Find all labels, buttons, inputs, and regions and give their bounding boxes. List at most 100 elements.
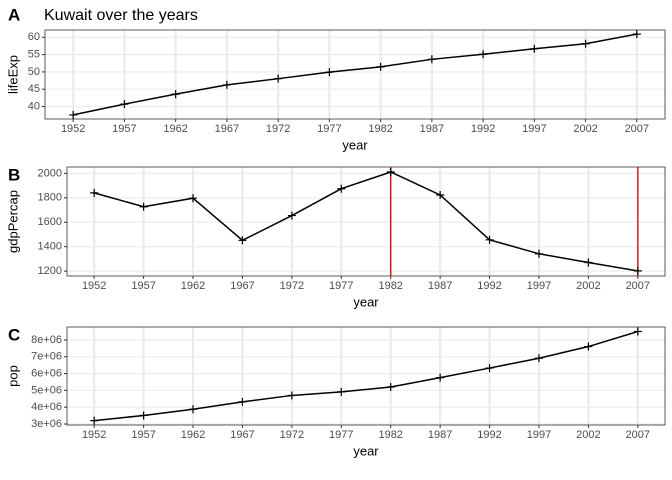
data-point — [386, 167, 395, 176]
data-point — [287, 211, 296, 220]
data-point — [120, 100, 129, 109]
x-tick-label: 2002 — [573, 123, 597, 135]
x-tick-label: 1977 — [329, 429, 353, 441]
x-tick-label: 1967 — [230, 429, 254, 441]
data-point — [337, 387, 346, 396]
x-tick-label: 1982 — [378, 280, 402, 292]
data-point — [69, 110, 78, 119]
x-tick-label: 1997 — [522, 123, 546, 135]
y-tick-label: 50 — [28, 66, 40, 78]
panel-label: C — [8, 325, 20, 344]
y-tick-label: 1800 — [38, 192, 62, 204]
x-tick-label: 1962 — [181, 280, 205, 292]
y-tick-label: 2000 — [38, 167, 62, 179]
y-tick-label: 4e+06 — [31, 401, 62, 413]
x-tick-label: 1957 — [131, 280, 155, 292]
x-tick-label: 2002 — [576, 429, 600, 441]
data-point — [90, 416, 99, 425]
x-tick-label: 2007 — [625, 123, 649, 135]
data-line — [93, 171, 638, 272]
x-tick-label: 1997 — [527, 280, 551, 292]
x-tick-label: 1982 — [378, 429, 402, 441]
data-point — [325, 68, 334, 77]
y-tick-label: 55 — [28, 48, 40, 60]
panel-label: B — [8, 165, 20, 184]
y-axis-title: lifeExp — [5, 55, 20, 94]
x-tick-label: 1967 — [215, 123, 239, 135]
y-tick-label: 3e+06 — [31, 418, 62, 430]
data-point — [90, 188, 99, 197]
y-tick-label: 1200 — [38, 265, 62, 277]
data-point — [222, 80, 231, 89]
x-tick-label: 1952 — [82, 280, 106, 292]
data-point — [633, 327, 642, 336]
plot-background — [67, 327, 665, 425]
data-point — [530, 44, 539, 53]
y-tick-label: 6e+06 — [31, 367, 62, 379]
x-tick-label: 1972 — [280, 429, 304, 441]
data-point — [633, 266, 642, 275]
data-point — [171, 90, 180, 99]
data-line — [94, 330, 639, 422]
data-point — [337, 184, 346, 193]
x-tick-label: 1987 — [428, 429, 452, 441]
y-tick-label: 45 — [28, 83, 40, 95]
data-point — [436, 373, 445, 382]
data-point — [584, 342, 593, 351]
x-tick-label: 1992 — [471, 123, 495, 135]
data-point — [274, 74, 283, 83]
data-point — [534, 249, 543, 258]
data-point — [238, 236, 247, 245]
data-point — [632, 30, 641, 39]
data-point — [485, 364, 494, 373]
data-point — [427, 55, 436, 64]
data-point — [139, 202, 148, 211]
x-tick-label: 1972 — [280, 280, 304, 292]
x-tick-label: 1987 — [428, 280, 452, 292]
x-tick-label: 1952 — [61, 123, 85, 135]
y-tick-label: 1600 — [38, 216, 62, 228]
plot-background — [45, 30, 665, 119]
plot-border — [66, 326, 666, 426]
data-point — [287, 391, 296, 400]
x-tick-label: 2007 — [626, 280, 650, 292]
y-tick-label: 5e+06 — [31, 384, 62, 396]
x-tick-label: 1957 — [131, 429, 155, 441]
x-tick-label: 1982 — [368, 123, 392, 135]
data-point — [436, 190, 445, 199]
x-tick-label: 2007 — [626, 429, 650, 441]
data-point — [581, 39, 590, 48]
data-point — [376, 62, 385, 71]
x-tick-label: 1962 — [181, 429, 205, 441]
data-point — [139, 411, 148, 420]
y-tick-label: 7e+06 — [31, 351, 62, 363]
x-tick-label: 1977 — [317, 123, 341, 135]
x-tick-label: 2002 — [576, 280, 600, 292]
x-tick-label: 1977 — [329, 280, 353, 292]
x-tick-label: 1957 — [112, 123, 136, 135]
plot-border — [66, 166, 666, 277]
panel-label: A — [8, 5, 20, 24]
data-point — [189, 194, 198, 203]
x-tick-label: 1972 — [266, 123, 290, 135]
x-axis-title: year — [353, 443, 379, 458]
x-tick-label: 1962 — [163, 123, 187, 135]
data-point — [584, 258, 593, 267]
y-tick-label: 40 — [28, 100, 40, 112]
y-axis-title: pop — [5, 365, 20, 387]
y-tick-label: 60 — [28, 31, 40, 43]
y-tick-label: 1400 — [38, 241, 62, 253]
x-tick-label: 1987 — [420, 123, 444, 135]
data-point — [479, 50, 488, 59]
chart-title: Kuwait over the years — [44, 7, 198, 24]
y-tick-label: 8e+06 — [31, 334, 62, 346]
x-tick-label: 1967 — [230, 280, 254, 292]
plot-border — [44, 29, 666, 120]
data-line — [73, 33, 637, 116]
data-point — [386, 383, 395, 392]
x-axis-title: year — [342, 137, 368, 152]
x-tick-label: 1992 — [477, 280, 501, 292]
x-tick-label: 1992 — [477, 429, 501, 441]
data-point — [534, 354, 543, 363]
data-point — [485, 235, 494, 244]
